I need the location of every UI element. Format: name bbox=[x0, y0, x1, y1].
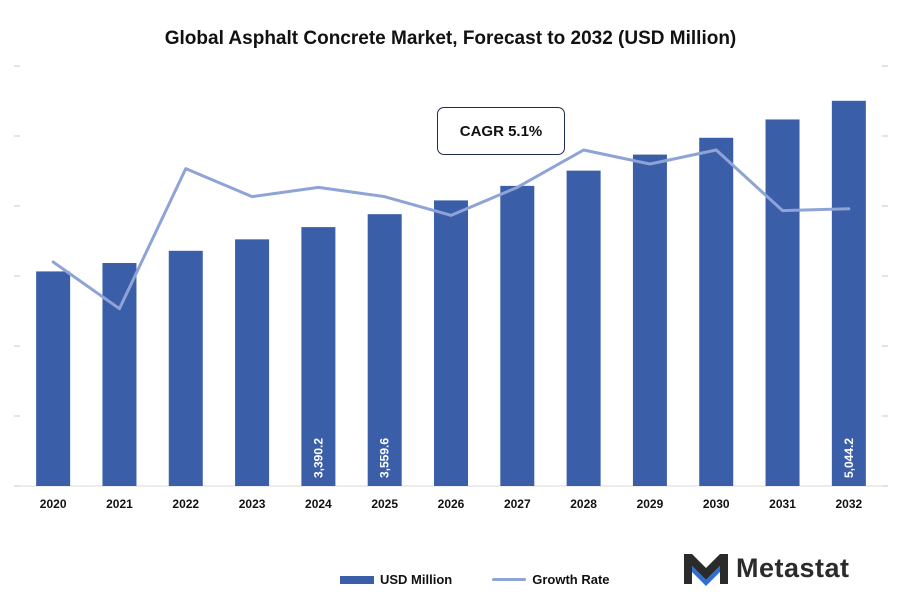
x-axis-label: 2020 bbox=[40, 497, 67, 511]
bar bbox=[500, 185, 535, 486]
x-axis-label: 2027 bbox=[504, 497, 531, 511]
bar bbox=[434, 200, 468, 486]
x-axis-label: 2022 bbox=[172, 497, 199, 511]
legend-bar-label: USD Million bbox=[380, 572, 453, 587]
legend-line-swatch bbox=[492, 578, 527, 581]
x-axis-label: 2026 bbox=[438, 497, 465, 511]
x-axis-label: 2023 bbox=[239, 497, 266, 511]
metastat-m-logo-icon bbox=[684, 554, 728, 586]
bar bbox=[765, 119, 800, 487]
growth-line-series bbox=[51, 148, 851, 311]
bar-data-label: 3,559.6 bbox=[378, 438, 392, 478]
bar-data-label: 5,044.2 bbox=[842, 438, 856, 478]
legend-item-line: Growth Rate bbox=[492, 572, 610, 587]
chart-title: Global Asphalt Concrete Market, Forecast… bbox=[164, 28, 737, 49]
x-axis-label: 2025 bbox=[371, 497, 398, 511]
bar bbox=[831, 100, 866, 486]
bar bbox=[367, 214, 402, 486]
x-axis-label: 2032 bbox=[835, 497, 862, 511]
bar bbox=[699, 137, 734, 487]
bar-data-labels: 3,390.2 3,559.6 5,044.2 bbox=[311, 438, 855, 478]
legend-line-label: Growth Rate bbox=[532, 572, 610, 587]
x-axis-labels: 2020 2021 2022 2023 2024 2025 2026 2027 2028 2029… bbox=[40, 497, 863, 511]
right-axis-ticks bbox=[882, 65, 888, 487]
x-axis-label: 2031 bbox=[769, 497, 796, 511]
x-axis-label: 2030 bbox=[703, 497, 730, 511]
bar-series bbox=[36, 100, 866, 487]
brand-logo: Metastat bbox=[682, 550, 850, 586]
bar bbox=[102, 263, 137, 486]
legend-bar-swatch bbox=[340, 575, 374, 584]
bar bbox=[301, 227, 336, 486]
cagr-annotation: CAGR 5.1% bbox=[437, 107, 565, 155]
x-axis-label: 2028 bbox=[570, 497, 597, 511]
legend-item-bar: USD Million bbox=[340, 572, 452, 587]
x-axis-label: 2021 bbox=[106, 497, 133, 511]
left-axis-ticks bbox=[14, 65, 20, 487]
x-axis-label: 2029 bbox=[637, 497, 664, 511]
growth-rate-line bbox=[51, 148, 851, 311]
bar bbox=[36, 271, 71, 486]
bar bbox=[168, 250, 203, 486]
bar-data-label: 3,390.2 bbox=[311, 438, 325, 478]
chart-area: 3,390.2 3,559.6 5,044.2 2020 2021 2022 2023 20… bbox=[14, 65, 888, 511]
legend: USD Million Growth Rate bbox=[340, 572, 650, 587]
bar bbox=[235, 239, 270, 486]
brand-logo-text: Metastat bbox=[736, 552, 850, 583]
bar bbox=[566, 170, 601, 487]
x-axis-label: 2024 bbox=[305, 497, 332, 511]
bar bbox=[632, 154, 667, 486]
